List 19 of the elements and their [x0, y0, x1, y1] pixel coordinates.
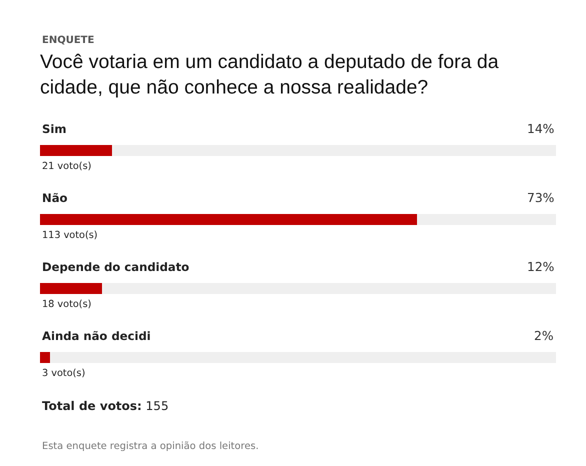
bar — [40, 283, 102, 294]
annotation: 21 voto(s) — [42, 161, 92, 172]
annotation: 3 voto(s) — [42, 368, 86, 379]
chart-subtitle: ENQUETE — [42, 35, 94, 46]
bar — [40, 352, 50, 363]
data-label: 12% — [527, 260, 554, 274]
data-label: 73% — [527, 191, 554, 205]
data-label: 2% — [534, 329, 554, 343]
text: Total de votos: 155 — [42, 399, 169, 413]
text: Esta enquete registra a opinião dos leitores. — [42, 441, 259, 452]
y-tick-label: Ainda não decidi — [42, 329, 151, 343]
y-tick-label: Não — [42, 191, 68, 205]
annotation: 18 voto(s) — [42, 299, 92, 310]
annotation: 113 voto(s) — [42, 230, 98, 241]
y-tick-label: Depende do candidato — [42, 260, 190, 274]
data-label: 14% — [527, 122, 554, 136]
y-tick-label: Sim — [42, 122, 66, 136]
bar — [40, 145, 112, 156]
chart-title: Você votaria em um candidato a deputado de fora da cidade, que não conhece a nossa realidade? — [40, 51, 499, 98]
